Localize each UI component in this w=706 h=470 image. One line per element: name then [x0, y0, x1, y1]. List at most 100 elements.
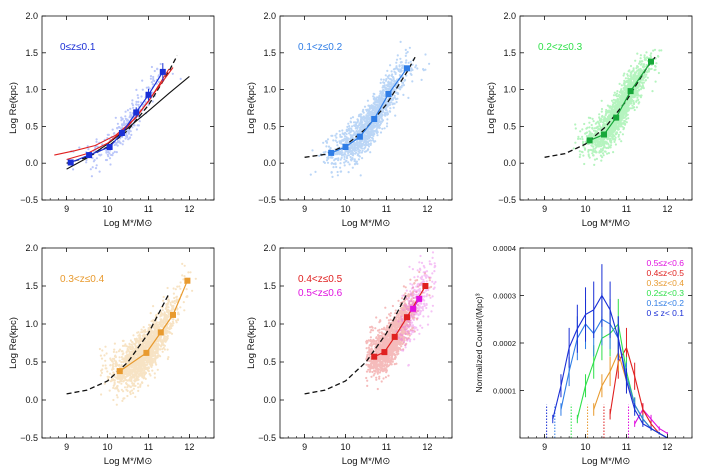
scatter-point — [377, 97, 380, 100]
scatter-point — [610, 115, 613, 118]
scatter-point — [379, 115, 382, 119]
scatter-point — [384, 87, 387, 90]
scatter-point — [370, 124, 373, 127]
scatter-point — [402, 81, 405, 85]
scatter-point — [85, 158, 88, 162]
scatter-point — [597, 137, 600, 140]
scatter-point — [330, 162, 333, 165]
scatter-point — [331, 175, 334, 178]
scatter-point — [351, 166, 354, 169]
scatter-point — [369, 139, 373, 142]
scatter-point — [618, 115, 622, 118]
scatter-point — [398, 86, 401, 89]
scatter-point — [336, 174, 339, 177]
scatter-point — [383, 113, 387, 116]
scatter-point — [105, 151, 108, 154]
scatter-point — [140, 331, 143, 334]
scatter-point — [377, 96, 380, 99]
scatter-point — [616, 121, 619, 124]
scatter-point — [116, 144, 119, 147]
scatter-point — [344, 150, 347, 153]
scatter-point — [358, 142, 361, 145]
scatter-point — [605, 146, 608, 150]
scatter-point — [357, 115, 360, 118]
scatter-point — [369, 132, 372, 135]
scatter-point — [415, 64, 418, 67]
scatter-point — [635, 67, 638, 70]
scatter-point — [367, 136, 370, 139]
scatter-point — [590, 144, 593, 147]
scatter-point — [405, 52, 408, 55]
scatter-point — [615, 122, 618, 125]
scatter-point — [623, 91, 626, 94]
scatter-point — [141, 88, 144, 91]
scatter-point — [657, 55, 660, 58]
scatter-point — [108, 152, 111, 155]
scatter-point — [632, 74, 635, 77]
scatter-point — [367, 128, 370, 131]
scatter-point — [598, 142, 601, 145]
scatter-point — [623, 105, 626, 108]
scatter-point — [632, 100, 635, 103]
scatter-point — [383, 107, 386, 110]
scatter-point — [365, 134, 368, 137]
scatter-point — [587, 134, 591, 137]
scatter-point — [610, 130, 613, 134]
scatter-point — [115, 142, 118, 145]
scatter-point — [376, 116, 379, 119]
x-tick-label: 10 — [581, 204, 591, 214]
scatter-point — [100, 393, 103, 396]
scatter-point — [605, 126, 608, 129]
scatter-point — [362, 123, 365, 126]
scatter-point — [608, 109, 611, 112]
scatter-point — [591, 152, 594, 155]
scatter-point — [115, 143, 118, 146]
scatter-point — [380, 93, 383, 97]
scatter-point — [358, 123, 361, 126]
scatter-point — [360, 113, 363, 116]
scatter-point — [618, 93, 621, 96]
scatter-point — [334, 139, 337, 142]
scatter-point — [382, 89, 385, 92]
scatter-point — [338, 151, 341, 154]
scatter-point — [620, 113, 623, 116]
binned-marker — [356, 133, 363, 140]
scatter-point — [621, 112, 624, 116]
scatter-point — [605, 119, 608, 122]
scatter-point — [359, 144, 362, 147]
scatter-point — [372, 105, 375, 109]
scatter-point — [621, 116, 624, 119]
scatter-point — [390, 82, 393, 85]
scatter-point — [372, 121, 376, 124]
scatter-point — [581, 135, 584, 138]
scatter-point — [595, 151, 598, 154]
scatter-point — [625, 90, 628, 94]
scatter-point — [614, 138, 617, 141]
scatter-point — [152, 75, 155, 79]
scatter-point — [616, 120, 619, 123]
scatter-point — [370, 131, 374, 134]
scatter-point — [615, 103, 618, 106]
scatter-point — [355, 130, 358, 133]
scatter-point — [126, 119, 129, 122]
scatter-point — [366, 131, 369, 134]
scatter-point — [352, 146, 355, 149]
scatter-point — [617, 124, 620, 127]
scatter-point — [352, 148, 355, 151]
scatter-point — [626, 106, 629, 110]
scatter-point — [375, 129, 378, 132]
scatter-point — [375, 100, 378, 103]
scatter-point — [384, 102, 387, 105]
scatter-point — [395, 61, 398, 64]
scatter-point — [374, 106, 377, 109]
scatter-point — [72, 168, 75, 171]
scatter-point — [620, 84, 624, 87]
y-tick-label: −0.5 — [498, 195, 516, 205]
scatter-point — [382, 95, 385, 98]
scatter-point — [346, 150, 349, 153]
scatter-point — [347, 132, 351, 135]
scatter-point — [131, 104, 135, 107]
x-axis-label: Log M*/M⊙ — [342, 218, 391, 229]
scatter-point — [387, 84, 390, 87]
scatter-point — [371, 125, 374, 128]
